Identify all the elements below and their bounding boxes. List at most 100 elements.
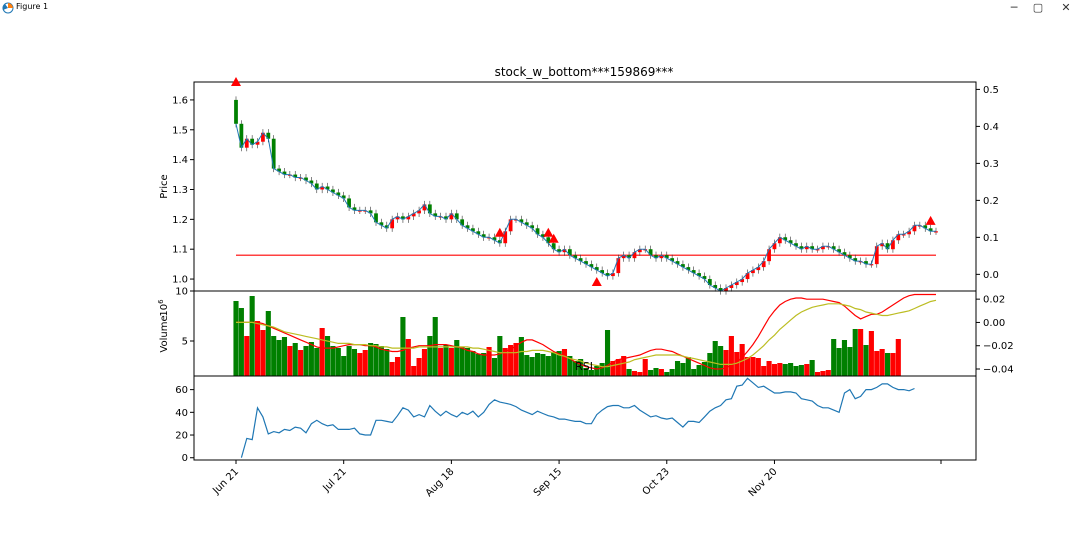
- candle-body: [901, 234, 906, 236]
- candle-body: [314, 183, 319, 190]
- volume-bar: [551, 352, 557, 376]
- candle-body: [584, 261, 588, 265]
- candle-body: [837, 249, 841, 253]
- candle-body: [815, 249, 820, 251]
- candle-body: [729, 285, 734, 289]
- volume-bar: [394, 357, 401, 376]
- volume-bar: [238, 308, 244, 376]
- candle-body: [675, 261, 680, 265]
- volume-bar: [319, 328, 325, 376]
- volume-bar: [497, 336, 503, 376]
- candle-body: [864, 261, 868, 265]
- candle-body: [460, 219, 465, 226]
- candle-body: [589, 264, 594, 268]
- volume-bar: [233, 301, 239, 376]
- candle-body: [282, 171, 287, 175]
- price-panel: 1.0 1.1 1.2 1.3 1.4 1.5 1.6 0.0 0.1 0.2 0.3 0.4 0.5 P…: [159, 77, 999, 295]
- price-secondary-ytick-label: 0.5: [983, 85, 999, 96]
- candle-body: [530, 225, 535, 229]
- volume-bar: [691, 369, 697, 376]
- candle-body: [713, 285, 718, 289]
- volume-bar: [621, 356, 627, 376]
- volume-bar: [411, 366, 417, 376]
- candle-body: [923, 225, 928, 229]
- volume-bar: [265, 311, 271, 376]
- candle-body: [751, 270, 755, 274]
- volume-bar: [362, 350, 368, 376]
- minimize-icon: ─: [1010, 1, 1018, 14]
- volume-bar: [868, 331, 874, 376]
- candle-body: [702, 276, 707, 280]
- volume-bar: [427, 336, 433, 376]
- volume-bar: [771, 364, 778, 376]
- candle-body: [357, 210, 362, 212]
- volume-bar: [847, 347, 853, 376]
- candle-body: [691, 270, 696, 274]
- volume-bar: [524, 355, 530, 376]
- candle-body: [858, 261, 863, 263]
- volume-bar: [658, 369, 664, 376]
- candle-body: [707, 279, 712, 286]
- candle-body: [368, 210, 373, 214]
- candle-body: [261, 132, 265, 142]
- candle-body: [842, 252, 847, 256]
- volume-bar: [858, 329, 864, 376]
- close-button[interactable]: ✕: [1052, 0, 1080, 18]
- volume-bar: [556, 351, 562, 376]
- maximize-button[interactable]: ▢: [1024, 0, 1052, 18]
- candle-body: [384, 225, 389, 229]
- volume-secondary-ytick-label: 0.02: [983, 295, 1005, 306]
- volume-bar: [701, 362, 708, 376]
- volume-bar: [335, 348, 341, 376]
- window-titlebar: Figure 1 ─ ▢ ✕: [0, 0, 1080, 18]
- volume-bar: [464, 348, 471, 376]
- volume-bar: [529, 357, 535, 376]
- maximize-icon: ▢: [1032, 1, 1044, 14]
- close-price-line: [235, 123, 936, 292]
- volume-bar: [831, 339, 837, 376]
- volume-bar: [820, 371, 826, 376]
- volume-secondary-ytick-label: −0.02: [983, 341, 1014, 352]
- volume-bar: [470, 351, 476, 376]
- volume-bar: [766, 361, 772, 376]
- candle-body: [503, 231, 508, 244]
- candle-body: [487, 237, 491, 239]
- volume-bar: [739, 344, 745, 376]
- volume-bar: [378, 346, 384, 376]
- candle-body: [336, 192, 341, 196]
- volume-bar: [782, 364, 788, 376]
- volume-bar: [836, 348, 842, 376]
- volume-bar: [809, 360, 815, 376]
- volume-bar: [346, 346, 352, 376]
- volume-bar: [664, 372, 670, 376]
- volume-bar: [421, 349, 428, 376]
- candle-body: [594, 267, 599, 271]
- candle-body: [616, 258, 621, 274]
- candle-body: [557, 249, 561, 253]
- volume-bar: [631, 371, 638, 376]
- volume-bar: [287, 346, 293, 376]
- candle-body: [551, 243, 556, 250]
- volume-bar: [583, 368, 589, 376]
- volume-bar: [405, 339, 411, 376]
- price-ytick-label: 1.5: [172, 125, 188, 136]
- volume-bar: [793, 366, 799, 376]
- candle-body: [444, 216, 448, 220]
- candle-body: [659, 255, 664, 259]
- price-ytick-label: 1.6: [172, 95, 188, 106]
- candle-body: [627, 255, 631, 259]
- volume-bar: [594, 366, 600, 376]
- volume-bar: [341, 356, 347, 376]
- volume-bar: [648, 370, 654, 376]
- candle-body: [427, 204, 432, 214]
- candle-body: [745, 273, 750, 280]
- candle-body: [794, 243, 798, 247]
- candle-body: [277, 168, 281, 172]
- volume-bar: [502, 348, 508, 376]
- rsi-ytick-label: 60: [175, 385, 188, 396]
- minimize-button[interactable]: ─: [1000, 0, 1028, 18]
- candle-body: [891, 240, 895, 250]
- volume-bar: [890, 353, 896, 376]
- candle-body: [454, 213, 459, 220]
